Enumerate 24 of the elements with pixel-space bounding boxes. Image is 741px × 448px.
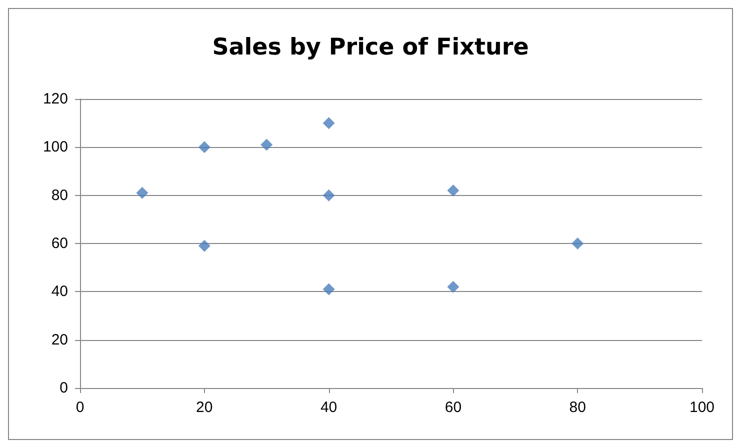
y-tick-label: 80	[51, 186, 68, 204]
point	[447, 280, 460, 293]
x-tick-label: 40	[320, 399, 338, 416]
x-tick-label: 60	[444, 399, 462, 416]
point	[136, 186, 148, 199]
y-tick-label: 60	[51, 235, 68, 252]
point	[447, 184, 460, 197]
point	[322, 117, 335, 130]
y-tick-label: 20	[51, 331, 68, 348]
chart-title: Sales by Price of Fixture	[212, 34, 529, 60]
point	[198, 240, 210, 252]
x-tick-label: 0	[76, 399, 84, 416]
x-tick-label: 100	[689, 399, 715, 416]
x-tick-label: 20	[196, 399, 213, 416]
y-tick-label: 0	[60, 380, 68, 396]
point	[198, 141, 210, 154]
point	[322, 283, 335, 296]
y-tick-label: 40	[51, 283, 68, 300]
y-tick-label: 100	[42, 138, 68, 156]
point	[572, 238, 584, 250]
y-tick-label: 120	[42, 90, 68, 108]
point	[322, 189, 335, 202]
point	[260, 138, 273, 151]
x-tick-label: 80	[569, 399, 586, 416]
